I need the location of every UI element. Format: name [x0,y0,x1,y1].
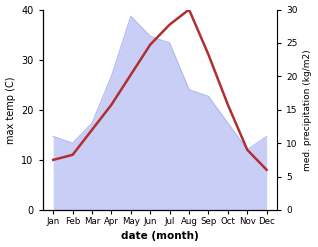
Y-axis label: med. precipitation (kg/m2): med. precipitation (kg/m2) [303,49,313,171]
Y-axis label: max temp (C): max temp (C) [5,76,16,144]
X-axis label: date (month): date (month) [121,231,199,242]
